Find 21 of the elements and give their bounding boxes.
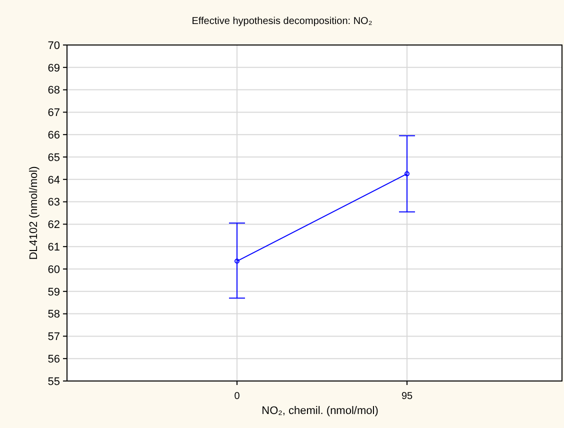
y-tick-label: 64 (48, 174, 60, 186)
y-tick-label: 57 (48, 331, 60, 344)
y-tick-label: 55 (48, 376, 60, 388)
y-tick-label: 69 (48, 62, 60, 74)
y-tick-label: 60 (48, 264, 60, 276)
x-tick-label: 0 (234, 391, 240, 402)
x-tick-label: 95 (401, 391, 413, 402)
chart-title: Effective hypothesis decomposition: NO₂ (192, 16, 372, 27)
y-tick-label: 70 (48, 40, 60, 52)
y-tick-label: 62 (48, 219, 60, 232)
y-tick-label: 65 (48, 152, 60, 164)
y-axis-title: DL4102 (nmol/mol) (28, 166, 40, 260)
y-tick-label: 66 (48, 129, 60, 142)
x-axis-title: NO₂, chemil. (nmol/mol) (262, 405, 378, 417)
y-tick-label: 67 (48, 107, 60, 120)
y-tick-label: 58 (48, 308, 60, 321)
y-tick-label: 56 (48, 353, 60, 366)
y-tick-label: 63 (48, 196, 60, 209)
y-tick-label: 68 (48, 84, 60, 97)
y-tick-label: 59 (48, 286, 60, 298)
y-tick-label: 61 (48, 241, 60, 254)
